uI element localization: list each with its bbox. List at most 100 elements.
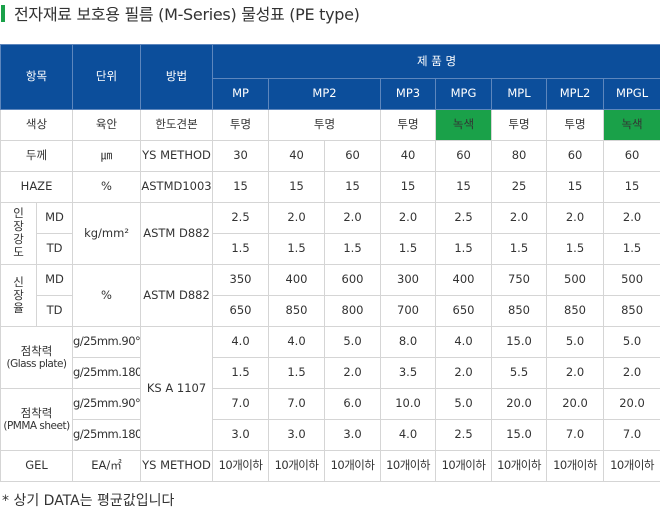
header-model: MP2 bbox=[268, 78, 382, 110]
cell-value: 3.0 bbox=[212, 419, 270, 451]
row-unit: % bbox=[72, 171, 142, 203]
row-method: ASTMD1003 bbox=[140, 171, 214, 203]
cell-value: 5.5 bbox=[491, 357, 548, 389]
cell-value: 15.0 bbox=[491, 326, 548, 358]
cell-value: 10개이하 bbox=[603, 450, 660, 482]
cell-value: 4.0 bbox=[435, 326, 493, 358]
row-sublabel: TD bbox=[35, 233, 74, 265]
cell-value: 5.0 bbox=[546, 326, 605, 358]
cell-value-green: 녹색 bbox=[435, 109, 493, 141]
cell-value: 1.5 bbox=[268, 357, 326, 389]
cell-value: 10개이하 bbox=[212, 450, 270, 482]
cell-value: 60 bbox=[324, 140, 382, 172]
row-unit: % bbox=[72, 264, 142, 327]
header-model: MP bbox=[212, 78, 270, 110]
row-method: ASTM D882 bbox=[140, 264, 214, 327]
cell-value: 2.0 bbox=[324, 202, 382, 234]
row-unit: g/25mm.90° bbox=[72, 388, 142, 420]
table-row: 인 장 강 도 MD kg/mm² ASTM D882 2.5 2.0 2.0 … bbox=[0, 202, 660, 265]
header-model: MPL bbox=[491, 78, 548, 110]
cell-value: 6.0 bbox=[324, 388, 382, 420]
cell-value: 2.0 bbox=[380, 202, 437, 234]
cell-value: 2.5 bbox=[435, 419, 493, 451]
cell-value: 1.5 bbox=[212, 357, 270, 389]
cell-value: 10개이하 bbox=[435, 450, 493, 482]
cell-value: 1.5 bbox=[491, 233, 548, 265]
spec-table: 항목 단위 방법 제 품 명 MP MP2 MP3 MPG MPL MPL2 M… bbox=[0, 44, 660, 482]
cell-value: 400 bbox=[435, 264, 493, 296]
row-method: 한도견본 bbox=[140, 109, 214, 141]
cell-value: 750 bbox=[491, 264, 548, 296]
cell-value: 2.0 bbox=[268, 202, 326, 234]
cell-value: 15 bbox=[324, 171, 382, 203]
header-model: MPGL bbox=[603, 78, 660, 110]
header-products: 제 품 명 bbox=[212, 44, 660, 79]
cell-value: 15 bbox=[435, 171, 493, 203]
cell-value: 10개이하 bbox=[491, 450, 548, 482]
table-row: 색상 육안 한도견본 투명 투명 투명 녹색 투명 투명 녹색 bbox=[0, 109, 660, 141]
row-unit: g/25mm.90° bbox=[72, 326, 142, 358]
cell-value: 650 bbox=[435, 295, 493, 327]
table-row: 신 장 율 MD % ASTM D882 350 400 600 300 400… bbox=[0, 264, 660, 327]
row-unit: g/25mm.180° bbox=[72, 419, 142, 451]
cell-value: 20.0 bbox=[603, 388, 660, 420]
row-label-sub: (Glass plate) bbox=[6, 358, 67, 371]
cell-value: 5.0 bbox=[435, 388, 493, 420]
cell-value: 1.5 bbox=[268, 233, 326, 265]
row-sublabel: MD bbox=[35, 264, 74, 296]
row-label-char: 강 bbox=[13, 232, 24, 247]
cell-value: 400 bbox=[268, 264, 326, 296]
cell-value: 7.0 bbox=[212, 388, 270, 420]
row-label-char: 신 bbox=[13, 274, 24, 289]
row-unit: 육안 bbox=[72, 109, 142, 141]
cell-value: 2.0 bbox=[491, 202, 548, 234]
cell-value: 1.5 bbox=[380, 233, 437, 265]
cell-value: 600 bbox=[324, 264, 382, 296]
table-row: g/25mm.180° 1.5 1.5 2.0 3.5 2.0 5.5 2.0 … bbox=[1, 357, 660, 389]
cell-value: 700 bbox=[380, 295, 437, 327]
row-method: YS METHOD bbox=[140, 140, 214, 172]
cell-value: 투명 bbox=[546, 109, 605, 141]
cell-value: 30 bbox=[212, 140, 270, 172]
cell-value-green: 녹색 bbox=[603, 109, 660, 141]
cell-value: 60 bbox=[435, 140, 493, 172]
cell-value: 20.0 bbox=[491, 388, 548, 420]
cell-value: 3.5 bbox=[380, 357, 437, 389]
cell-value: 5.0 bbox=[603, 326, 660, 358]
row-label-vertical: 신 장 율 bbox=[0, 264, 37, 327]
cell-value: 650 bbox=[212, 295, 270, 327]
table-row: TD 650 850 800 700 650 850 850 850 bbox=[1, 295, 660, 327]
row-method: YS METHOD bbox=[140, 450, 214, 482]
title-accent-bar bbox=[1, 4, 5, 22]
cell-value: 15.0 bbox=[491, 419, 548, 451]
cell-value: 1.5 bbox=[324, 233, 382, 265]
cell-value: 15 bbox=[380, 171, 437, 203]
row-label-char: 도 bbox=[13, 245, 24, 260]
cell-value: 15 bbox=[268, 171, 326, 203]
row-label: HAZE bbox=[0, 171, 74, 203]
cell-value: 투명 bbox=[268, 109, 382, 141]
row-unit: kg/mm² bbox=[72, 202, 142, 265]
cell-value: 2.5 bbox=[435, 202, 493, 234]
table-row: 점착력 (Glass plate) g/25mm.90° KS A 1107 4… bbox=[0, 326, 660, 451]
table-row: 점착력 (PMMA sheet) g/25mm.90° 7.0 7.0 6.0 … bbox=[0, 388, 660, 451]
row-label: 점착력 (PMMA sheet) bbox=[0, 388, 74, 451]
row-label: GEL bbox=[0, 450, 74, 482]
header-model: MPG bbox=[435, 78, 493, 110]
cell-value: 10개이하 bbox=[268, 450, 326, 482]
cell-value: 15 bbox=[212, 171, 270, 203]
cell-value: 3.0 bbox=[324, 419, 382, 451]
cell-value: 8.0 bbox=[380, 326, 437, 358]
page-title: 전자재료 보호용 필름 (M-Series) 물성표 (PE type) bbox=[14, 5, 360, 24]
cell-value: 850 bbox=[491, 295, 548, 327]
row-sublabel: TD bbox=[35, 295, 74, 327]
header-model: MPL2 bbox=[546, 78, 605, 110]
row-method: ASTM D882 bbox=[140, 202, 214, 265]
row-unit: EA/㎡ bbox=[72, 450, 142, 482]
row-label-char: 장 bbox=[13, 219, 24, 234]
cell-value: 40 bbox=[268, 140, 326, 172]
cell-value: 850 bbox=[603, 295, 660, 327]
cell-value: 300 bbox=[380, 264, 437, 296]
table-row: GEL EA/㎡ YS METHOD 10개이하 10개이하 10개이하 10개… bbox=[0, 450, 660, 482]
cell-value: 4.0 bbox=[212, 326, 270, 358]
